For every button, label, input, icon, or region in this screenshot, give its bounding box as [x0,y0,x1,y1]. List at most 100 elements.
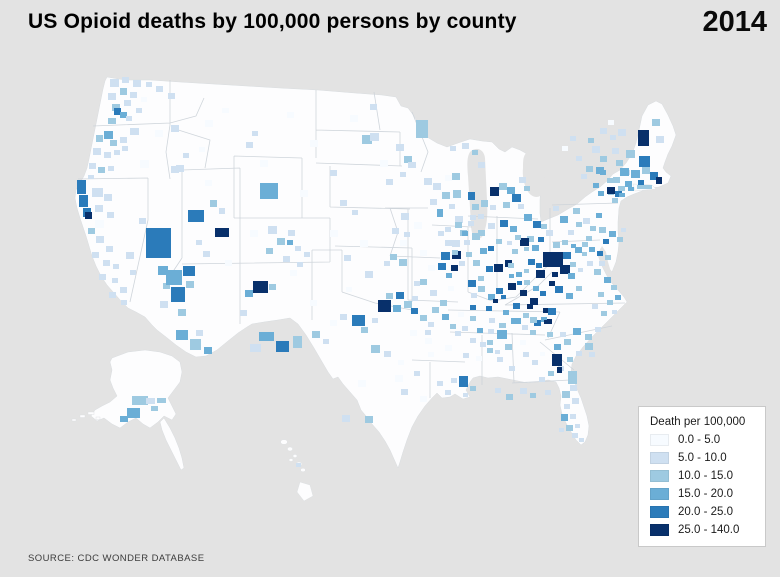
county [470,215,476,220]
county [146,398,155,404]
county [544,320,549,324]
county [120,416,128,422]
county [562,240,568,245]
county [95,220,104,228]
county [287,112,294,118]
county [589,247,595,252]
county [95,205,103,212]
county [553,242,560,248]
county [370,104,377,110]
county [610,135,616,140]
county [553,206,559,211]
county [386,293,393,299]
county [133,80,141,87]
county [109,292,116,298]
county [400,172,406,177]
county [404,156,412,163]
county [519,177,526,183]
county [620,168,629,176]
county [455,216,463,223]
county [528,259,535,265]
county [530,317,537,323]
county [583,218,590,224]
county [593,183,599,188]
county [380,160,388,167]
county [603,239,609,244]
county [196,240,202,245]
county [530,330,536,335]
county [300,190,308,197]
county [404,232,410,237]
county [312,331,320,338]
county [122,146,128,151]
county [608,120,614,125]
county [605,255,611,260]
county [445,345,452,351]
county [523,313,529,318]
county [85,212,92,219]
county [114,150,120,155]
county [92,252,99,258]
county [470,316,476,321]
county [432,307,439,313]
county [266,248,273,254]
county [384,351,391,357]
county [183,153,189,158]
county [176,165,184,172]
county [543,252,563,267]
county [656,177,662,184]
county [494,264,503,272]
county [488,329,494,334]
county [586,236,592,241]
county [297,262,303,267]
county [503,202,510,208]
county [560,265,570,274]
county [310,140,318,147]
county [588,138,594,143]
county [438,263,446,270]
county [398,360,404,365]
county [625,181,632,187]
county [246,142,253,148]
county [511,318,518,324]
county [615,191,622,197]
county [642,167,650,174]
county [107,212,114,218]
county [547,332,553,337]
county [146,82,152,87]
county [489,318,495,323]
legend-swatch [650,434,669,446]
county [342,415,350,422]
county [512,249,518,254]
county [155,130,163,137]
county [520,238,529,246]
county [609,231,616,237]
county [392,228,399,234]
county [530,298,538,305]
county [520,340,526,345]
county [404,301,412,308]
county [618,129,626,136]
county [433,183,441,190]
legend-swatch [650,506,669,518]
county [568,230,574,235]
county [136,108,142,113]
county [592,146,600,153]
county [304,252,310,257]
county [425,338,432,344]
county [176,330,188,340]
county [103,260,110,266]
county [570,262,576,267]
legend-row: 20.0 - 25.0 [650,506,757,518]
county [160,301,168,308]
county [495,388,501,393]
county-layer [77,77,664,467]
county [478,276,484,281]
county [120,287,127,293]
county [496,239,502,244]
county [536,270,545,278]
county [597,251,603,256]
county [612,148,619,154]
county [487,340,493,345]
legend-title: Death per 100,000 [650,416,746,428]
